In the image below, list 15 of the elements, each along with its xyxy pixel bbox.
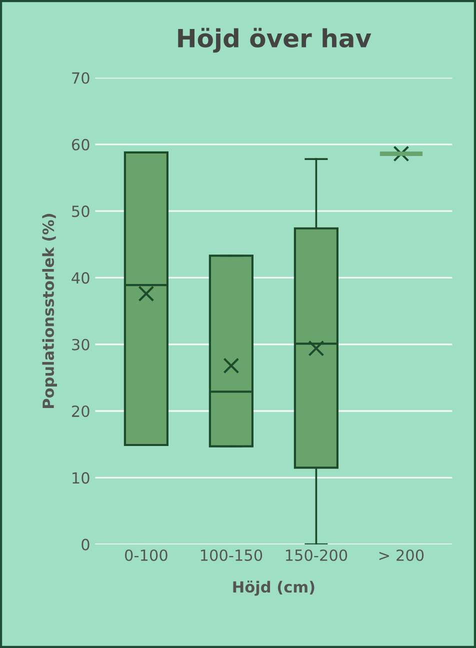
y-axis-title: Populationsstorlek (%) <box>42 214 58 408</box>
x-tick-label: > 200 <box>379 549 424 562</box>
x-axis-title: Höjd (cm) <box>233 580 314 596</box>
y-tick-label: 70 <box>72 72 90 84</box>
y-tick-label: 40 <box>72 272 90 284</box>
x-tick-label: 0-100 <box>125 549 168 562</box>
x-tick-label: 100-150 <box>200 549 262 562</box>
y-tick-label: 60 <box>72 138 90 150</box>
x-tick-label: 150-200 <box>286 549 348 562</box>
y-tick-label: 20 <box>72 405 90 418</box>
y-tick-label: 10 <box>72 472 90 484</box>
y-tick-label: 50 <box>72 206 90 218</box>
y-tick-label: 0 <box>82 538 90 550</box>
chart-title: Höjd över hav <box>178 28 372 53</box>
y-tick-label: 30 <box>72 338 90 350</box>
